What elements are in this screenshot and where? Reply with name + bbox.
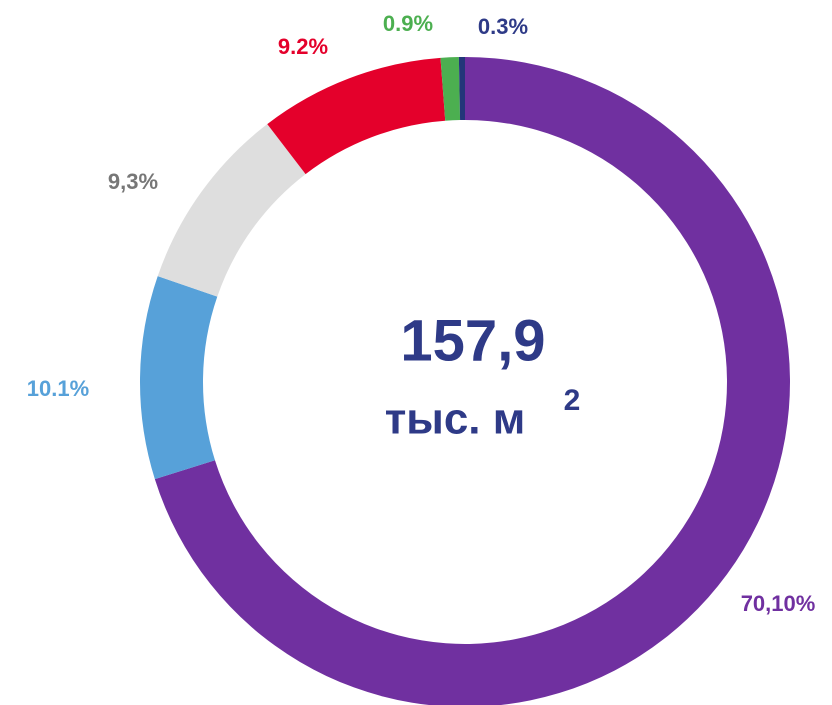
donut-segment <box>157 124 306 297</box>
donut-segment <box>267 57 446 175</box>
data-label: 0.3% <box>478 14 528 39</box>
donut-segment <box>140 276 218 480</box>
data-label: 9.2% <box>278 34 328 59</box>
donut-segment <box>440 57 461 121</box>
data-label: 10.1% <box>27 376 89 401</box>
center-unit: тыс. м <box>385 395 526 444</box>
data-label: 0.9% <box>383 11 433 36</box>
donut-segment <box>458 57 465 121</box>
center-unit-superscript: 2 <box>564 384 581 417</box>
center-value: 157,9 <box>400 308 545 373</box>
data-label: 9,3% <box>108 169 158 194</box>
data-label: 70,10% <box>741 591 816 616</box>
